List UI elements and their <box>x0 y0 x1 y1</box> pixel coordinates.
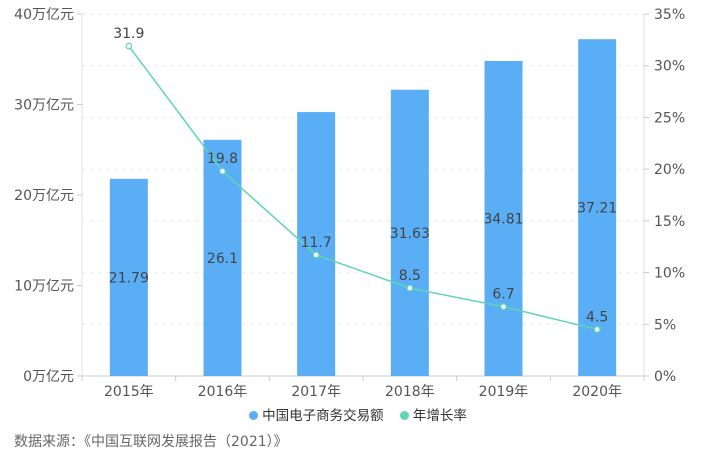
y-right-tick-label: 10% <box>654 266 685 282</box>
x-tick-label: 2020年 <box>572 384 622 400</box>
y-left-tick-label: 0万亿元 <box>23 369 74 385</box>
line-data-label: 6.7 <box>492 287 514 303</box>
line-data-label: 19.8 <box>207 151 238 167</box>
line-point <box>593 326 601 333</box>
bar <box>109 178 148 376</box>
source-note: 数据来源：《中国互联网发展报告（2021）》 <box>14 434 288 450</box>
line-data-label: 4.5 <box>586 309 608 325</box>
line-point <box>312 251 320 259</box>
bar-data-label: 31.63 <box>390 226 430 242</box>
y-right-tick-label: 15% <box>654 214 685 230</box>
line-point <box>219 167 226 175</box>
line-data-label: 11.7 <box>301 235 332 251</box>
bar <box>578 39 617 376</box>
y-right-tick-label: 30% <box>654 59 685 75</box>
line-data-label: 8.5 <box>399 268 421 284</box>
y-right-tick-label: 35% <box>654 7 685 23</box>
bar <box>390 89 429 376</box>
line-data-label: 31.9 <box>113 26 144 42</box>
line-point <box>406 284 414 292</box>
x-tick-label: 2017年 <box>291 384 341 400</box>
combo-chart: 0万亿元 10万亿元 20万亿元 30万亿元 40万亿元 0% 5% 10% 15% 20% 25%… <box>14 7 685 400</box>
legend-item-bar[interactable]: 中国电子商务交易额 <box>249 404 384 424</box>
x-tick-label: 2016年 <box>198 384 248 400</box>
legend-line-marker <box>399 411 409 420</box>
legend-item-line[interactable]: 年增长率 <box>399 404 467 424</box>
y-right-tick-label: 0% <box>654 369 676 385</box>
line-point <box>500 303 507 311</box>
y-left-tick-label: 20万亿元 <box>14 188 74 204</box>
line-point <box>125 42 133 50</box>
x-tick-label: 2018年 <box>385 384 435 400</box>
legend-bar-label: 中国电子商务交易额 <box>262 408 384 424</box>
bar <box>203 139 242 376</box>
y-left-tick-label: 30万亿元 <box>14 98 74 114</box>
y-right-tick-label: 25% <box>654 110 685 126</box>
series-line <box>128 45 598 331</box>
legend: 中国电子商务交易额 年增长率 <box>0 404 716 424</box>
bar-data-label: 26.1 <box>207 251 238 267</box>
y-left-tick-label: 10万亿元 <box>14 279 74 295</box>
bar <box>484 60 523 376</box>
bar-data-label: 37.21 <box>577 201 617 217</box>
x-tick-label: 2019年 <box>479 384 529 400</box>
y-left-tick-label: 40万亿元 <box>14 7 74 23</box>
y-right-tick-label: 20% <box>654 162 685 178</box>
legend-bar-marker <box>249 411 259 420</box>
y-right-tick-label: 5% <box>654 317 676 333</box>
x-tick-label: 2015年 <box>104 384 154 400</box>
bar-data-label: 34.81 <box>483 211 523 227</box>
legend-line-label: 年增长率 <box>412 408 467 424</box>
bar-data-label: 21.79 <box>109 270 149 286</box>
